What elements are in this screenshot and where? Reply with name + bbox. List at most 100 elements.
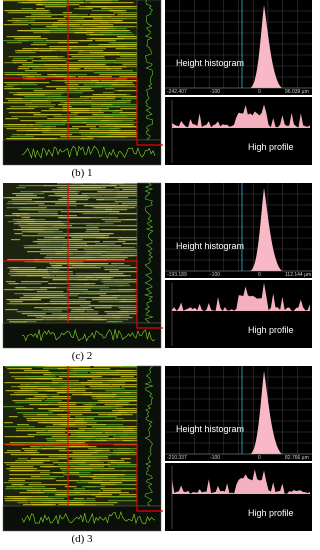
texture	[104, 88, 115, 90]
texture	[17, 68, 30, 70]
texture	[7, 88, 43, 90]
texture	[28, 378, 63, 380]
texture	[64, 382, 93, 384]
texture	[69, 472, 91, 474]
texture	[104, 221, 122, 223]
texture	[14, 283, 42, 285]
texture	[93, 366, 137, 368]
texture	[64, 82, 93, 84]
texture	[110, 120, 134, 122]
texture	[45, 426, 87, 428]
texture	[45, 496, 68, 498]
texture	[3, 40, 45, 42]
texture	[71, 394, 117, 396]
texture	[117, 90, 137, 92]
texture	[108, 432, 137, 434]
texture	[15, 287, 26, 289]
texture	[55, 26, 84, 28]
texture	[15, 428, 64, 430]
texture	[77, 217, 91, 219]
texture	[87, 448, 131, 450]
cursor	[136, 78, 163, 146]
texture	[21, 82, 50, 84]
profile-trace	[172, 469, 310, 494]
texture	[106, 72, 137, 74]
texture	[3, 124, 28, 126]
texture	[69, 64, 104, 66]
texture	[17, 209, 62, 211]
texture	[75, 273, 116, 275]
texture	[110, 488, 137, 490]
texture	[23, 311, 63, 313]
texture	[107, 28, 127, 30]
texture	[52, 189, 89, 191]
texture	[4, 82, 36, 84]
texture	[111, 279, 124, 281]
texture	[5, 309, 18, 311]
texture	[84, 245, 122, 247]
texture	[75, 424, 106, 426]
texture	[33, 128, 79, 130]
texture	[120, 56, 137, 58]
texture	[65, 384, 111, 386]
texture	[42, 317, 73, 319]
texture	[72, 460, 85, 462]
texture	[22, 48, 39, 50]
texture	[3, 126, 51, 128]
texture	[113, 450, 136, 452]
texture	[87, 46, 127, 48]
texture	[10, 106, 55, 108]
texture	[93, 72, 117, 74]
texture	[96, 372, 137, 374]
texture	[3, 0, 48, 2]
texture	[85, 80, 100, 82]
texture	[95, 440, 132, 442]
texture	[66, 261, 83, 263]
texture	[15, 408, 34, 410]
texture	[6, 486, 46, 488]
texture	[54, 193, 79, 195]
texture	[33, 90, 67, 92]
texture	[4, 426, 35, 428]
texture	[76, 458, 109, 460]
texture	[81, 134, 113, 136]
texture	[26, 460, 50, 462]
texture	[65, 249, 78, 251]
texture	[43, 490, 57, 492]
texture	[15, 52, 36, 54]
texture	[11, 444, 26, 446]
texture	[47, 243, 68, 245]
texture	[108, 414, 133, 416]
texture	[59, 130, 80, 132]
texture	[89, 386, 120, 388]
texture	[68, 245, 89, 247]
profile-title: High profile	[248, 142, 294, 152]
texture	[21, 8, 33, 10]
texture	[108, 420, 123, 422]
texture	[27, 229, 43, 231]
texture	[17, 74, 42, 76]
texture	[81, 382, 126, 384]
texture	[95, 82, 118, 84]
texture	[7, 12, 51, 14]
texture	[55, 50, 72, 52]
texture	[70, 446, 81, 448]
texture	[7, 197, 40, 199]
texture	[60, 22, 109, 24]
texture	[104, 265, 131, 267]
texture	[65, 90, 90, 92]
profile-title: High profile	[248, 325, 294, 335]
texture	[120, 402, 130, 404]
texture	[102, 225, 137, 227]
texture	[35, 293, 80, 295]
texture	[110, 183, 124, 185]
texture	[84, 54, 95, 56]
texture	[21, 2, 42, 4]
texture	[4, 102, 52, 104]
texture	[91, 106, 120, 108]
texture	[21, 231, 55, 233]
caption: (d) 3	[71, 533, 93, 545]
texture	[103, 283, 129, 285]
texture	[3, 406, 24, 408]
texture	[52, 265, 61, 267]
